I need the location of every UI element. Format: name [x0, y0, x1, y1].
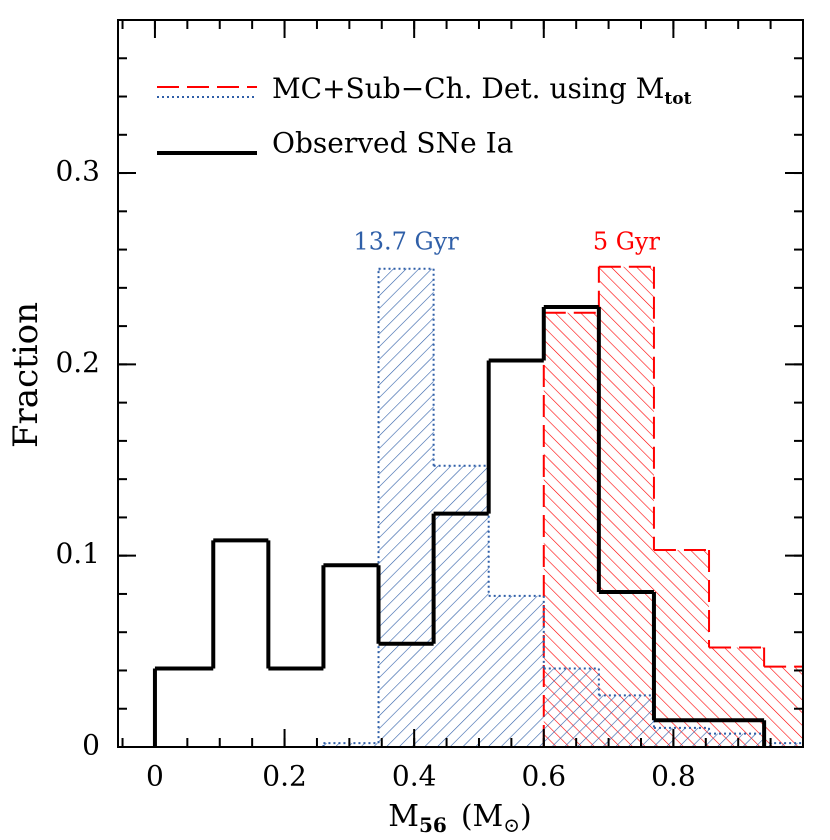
x-tick-label: 0.2 [262, 760, 307, 793]
legend-label-main: MC+Sub−Ch. Det. using M [272, 72, 664, 105]
x-tick-label: 0.4 [392, 760, 437, 793]
x-label-close: ) [520, 799, 532, 834]
x-label-main: M [388, 799, 419, 834]
plot-area [152, 265, 803, 747]
x-label-sub: 56 [419, 813, 447, 837]
legend-label-sub: tot [664, 89, 691, 109]
hist-bar [543, 668, 599, 747]
hist-bar [709, 733, 765, 747]
hist-bar [488, 595, 544, 747]
hist-bar [598, 266, 654, 747]
y-axis-label: Fraction [6, 302, 46, 448]
hist-bar [653, 549, 710, 747]
legend-label: Observed SNe Ia [272, 127, 513, 160]
x-label-unit: (M [461, 799, 503, 834]
x-tick-label: 0 [146, 760, 164, 793]
y-tick-label: 0.3 [55, 155, 100, 188]
hist-bar [709, 647, 765, 747]
y-tick-label: 0.1 [55, 537, 100, 570]
hist-bar [653, 727, 710, 747]
legend-label: MC+Sub−Ch. Det. using Mtot [272, 72, 692, 109]
hist-bar [323, 743, 379, 747]
y-tick-label: 0 [82, 729, 100, 762]
hist-bar [598, 695, 654, 747]
series-annotation: 13.7 Gyr [353, 228, 459, 256]
x-label-unit-sub: ⊙ [503, 813, 520, 837]
plot-frame [117, 19, 804, 748]
y-tick-label: 0.2 [55, 346, 100, 379]
hist-step-edges [542, 266, 766, 747]
hist-bar [433, 465, 489, 747]
x-axis-label: M56 (M⊙) [388, 799, 531, 837]
hist-bar [378, 268, 434, 747]
hist-bar [764, 666, 803, 747]
x-tick-label: 0.6 [522, 760, 567, 793]
series-annotation: 5 Gyr [593, 228, 661, 256]
x-tick-label: 0.8 [651, 760, 696, 793]
hist-bar [764, 743, 803, 747]
